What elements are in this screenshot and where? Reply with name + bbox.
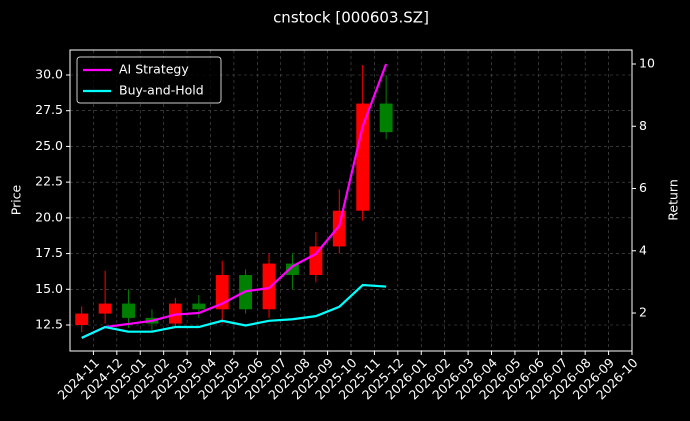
candle-body (215, 275, 229, 310)
y2-tick-label: 2 (639, 305, 647, 320)
candle-body (98, 303, 112, 314)
y-tick-label: 25.0 (35, 138, 63, 153)
plot-frame (69, 49, 633, 352)
return-line (81, 283, 387, 339)
candle-body (379, 103, 393, 133)
candle-body (75, 313, 89, 325)
candle-body (332, 210, 346, 247)
y2-axis-label: Return (666, 179, 681, 220)
legend-label: AI Strategy (119, 62, 189, 77)
y2-tick-label: 6 (639, 180, 647, 195)
y2-tick-label: 4 (639, 242, 647, 257)
legend-box (76, 56, 222, 104)
y-tick-label: 12.5 (35, 317, 63, 332)
candle-body (356, 103, 370, 211)
y2-tick-label: 8 (639, 118, 647, 133)
candle-body (286, 263, 299, 275)
candle-body (309, 246, 323, 275)
return-line (81, 63, 388, 339)
y-tick-label: 17.5 (35, 245, 63, 260)
y2-tick-label: 10 (639, 56, 655, 71)
chart-title: cnstock [000603.SZ] (273, 9, 429, 27)
y-tick-label: 30.0 (35, 67, 63, 82)
legend-label: Buy-and-Hold (119, 83, 204, 98)
y-tick-label: 27.5 (35, 102, 63, 117)
y-tick-label: 15.0 (35, 281, 63, 296)
y-tick-label: 20.0 (35, 209, 63, 224)
candle-body (122, 303, 135, 318)
y-tick-label: 22.5 (35, 174, 63, 189)
candle-body (192, 303, 206, 310)
y-axis-label: Price (9, 184, 24, 215)
candle-body (262, 263, 276, 310)
